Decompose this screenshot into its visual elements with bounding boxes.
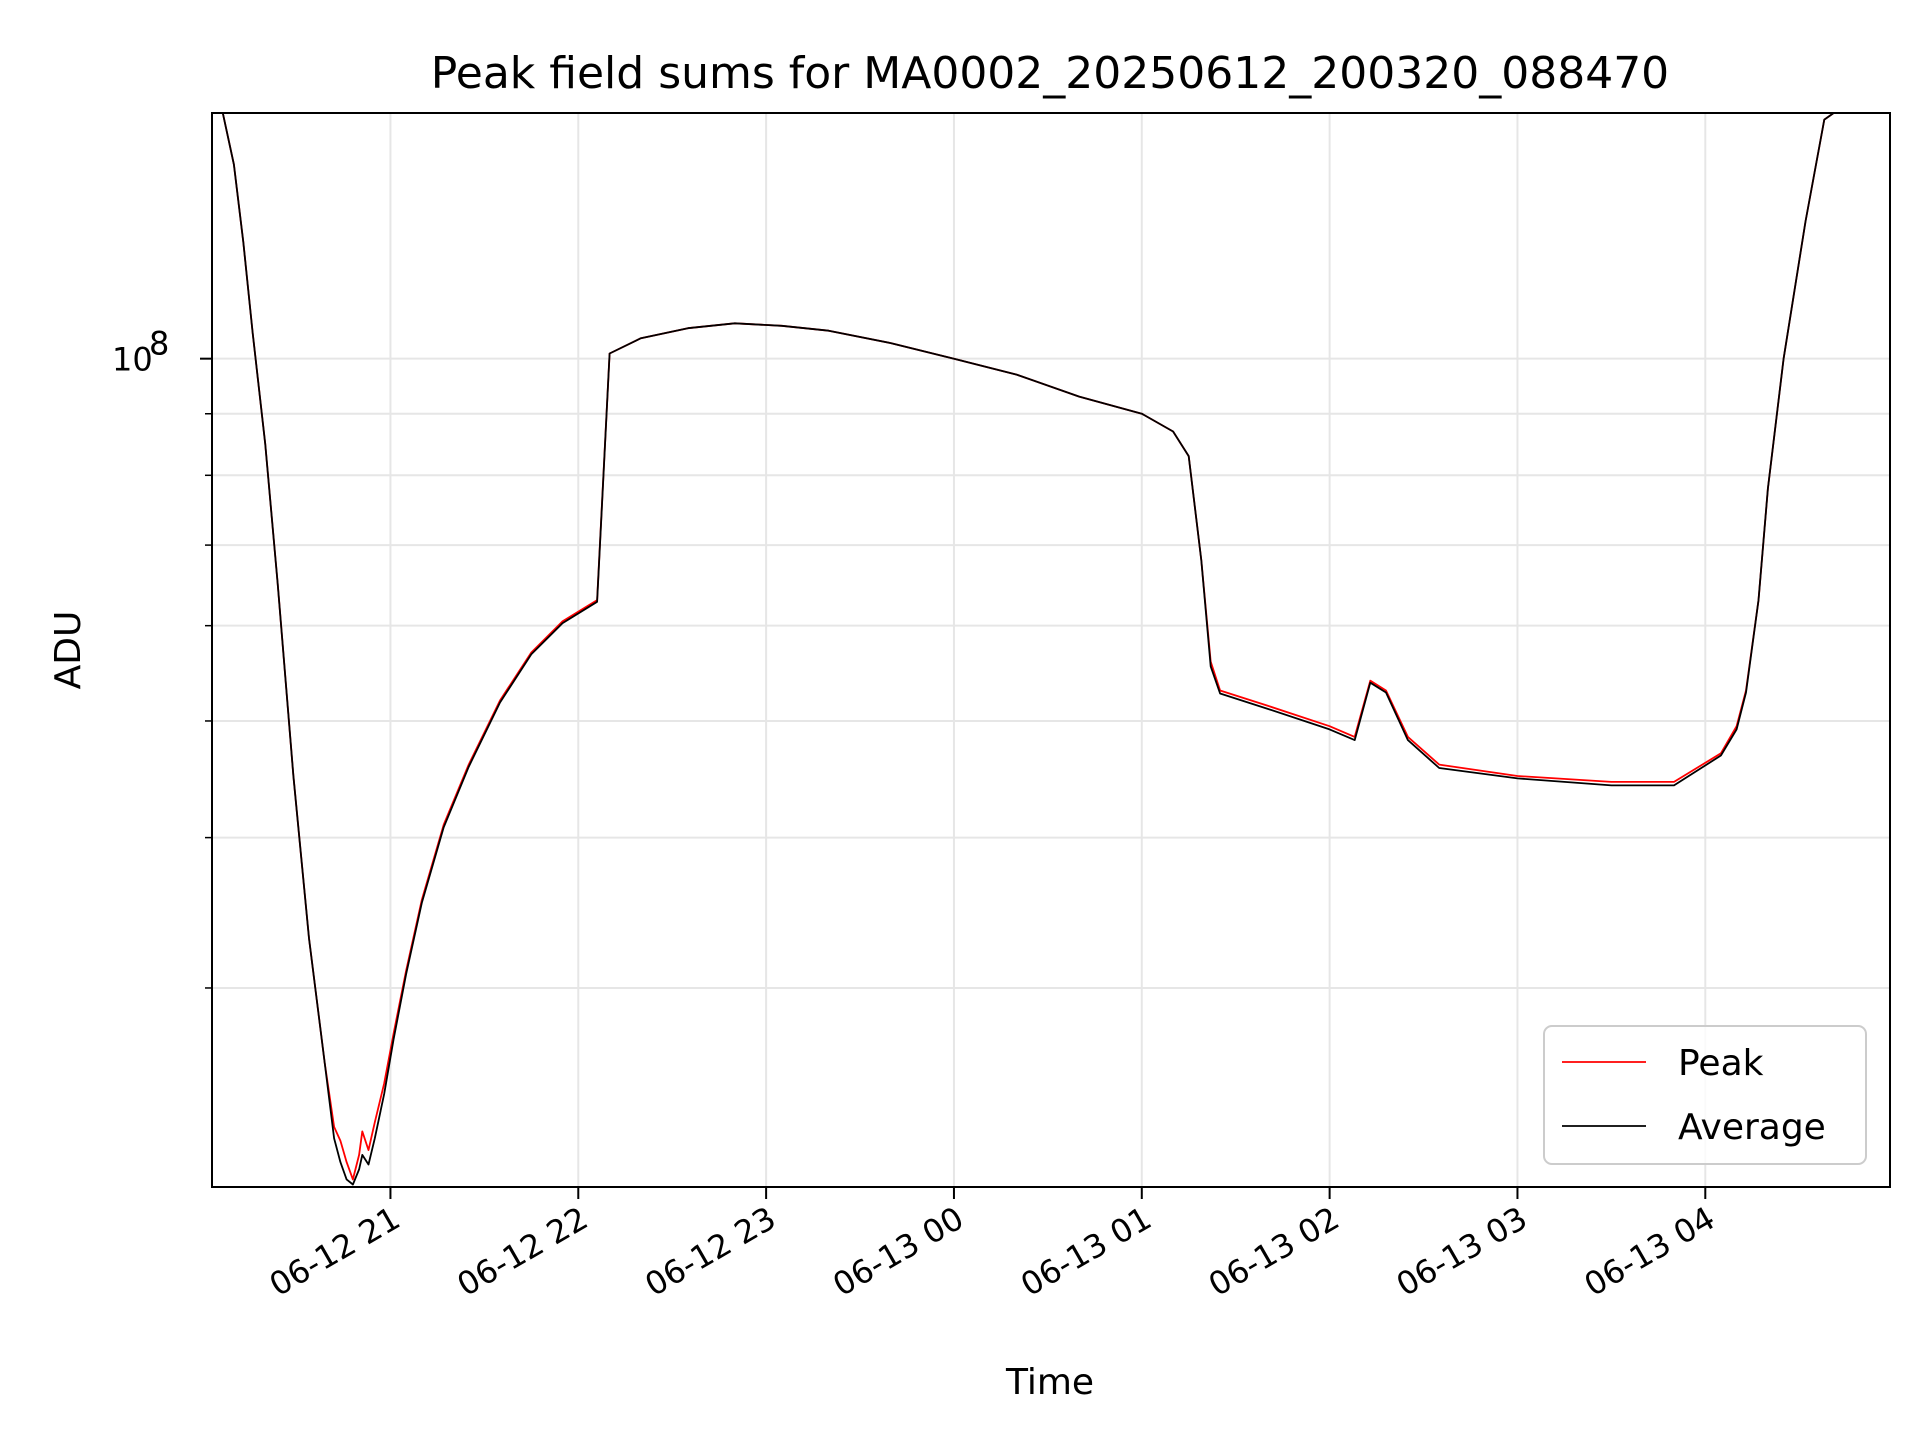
series-line-average bbox=[221, 113, 1836, 1186]
chart-title: Peak field sums for MA0002_20250612_2003… bbox=[431, 48, 1669, 99]
y-tick-label-base: 10 bbox=[112, 341, 153, 379]
legend-label-peak: Peak bbox=[1678, 1043, 1764, 1084]
legend-box bbox=[1543, 1025, 1867, 1165]
plot-frame bbox=[211, 112, 1891, 1188]
series-group bbox=[221, 113, 1836, 1186]
grid bbox=[212, 113, 1890, 1187]
y-axis-label: ADU bbox=[48, 611, 89, 690]
y-tick-label-exponent: 8 bbox=[149, 325, 169, 363]
legend: Peak Average bbox=[1543, 1025, 1867, 1165]
x-axis-label: Time bbox=[1005, 1362, 1094, 1403]
legend-label-average: Average bbox=[1678, 1107, 1826, 1148]
